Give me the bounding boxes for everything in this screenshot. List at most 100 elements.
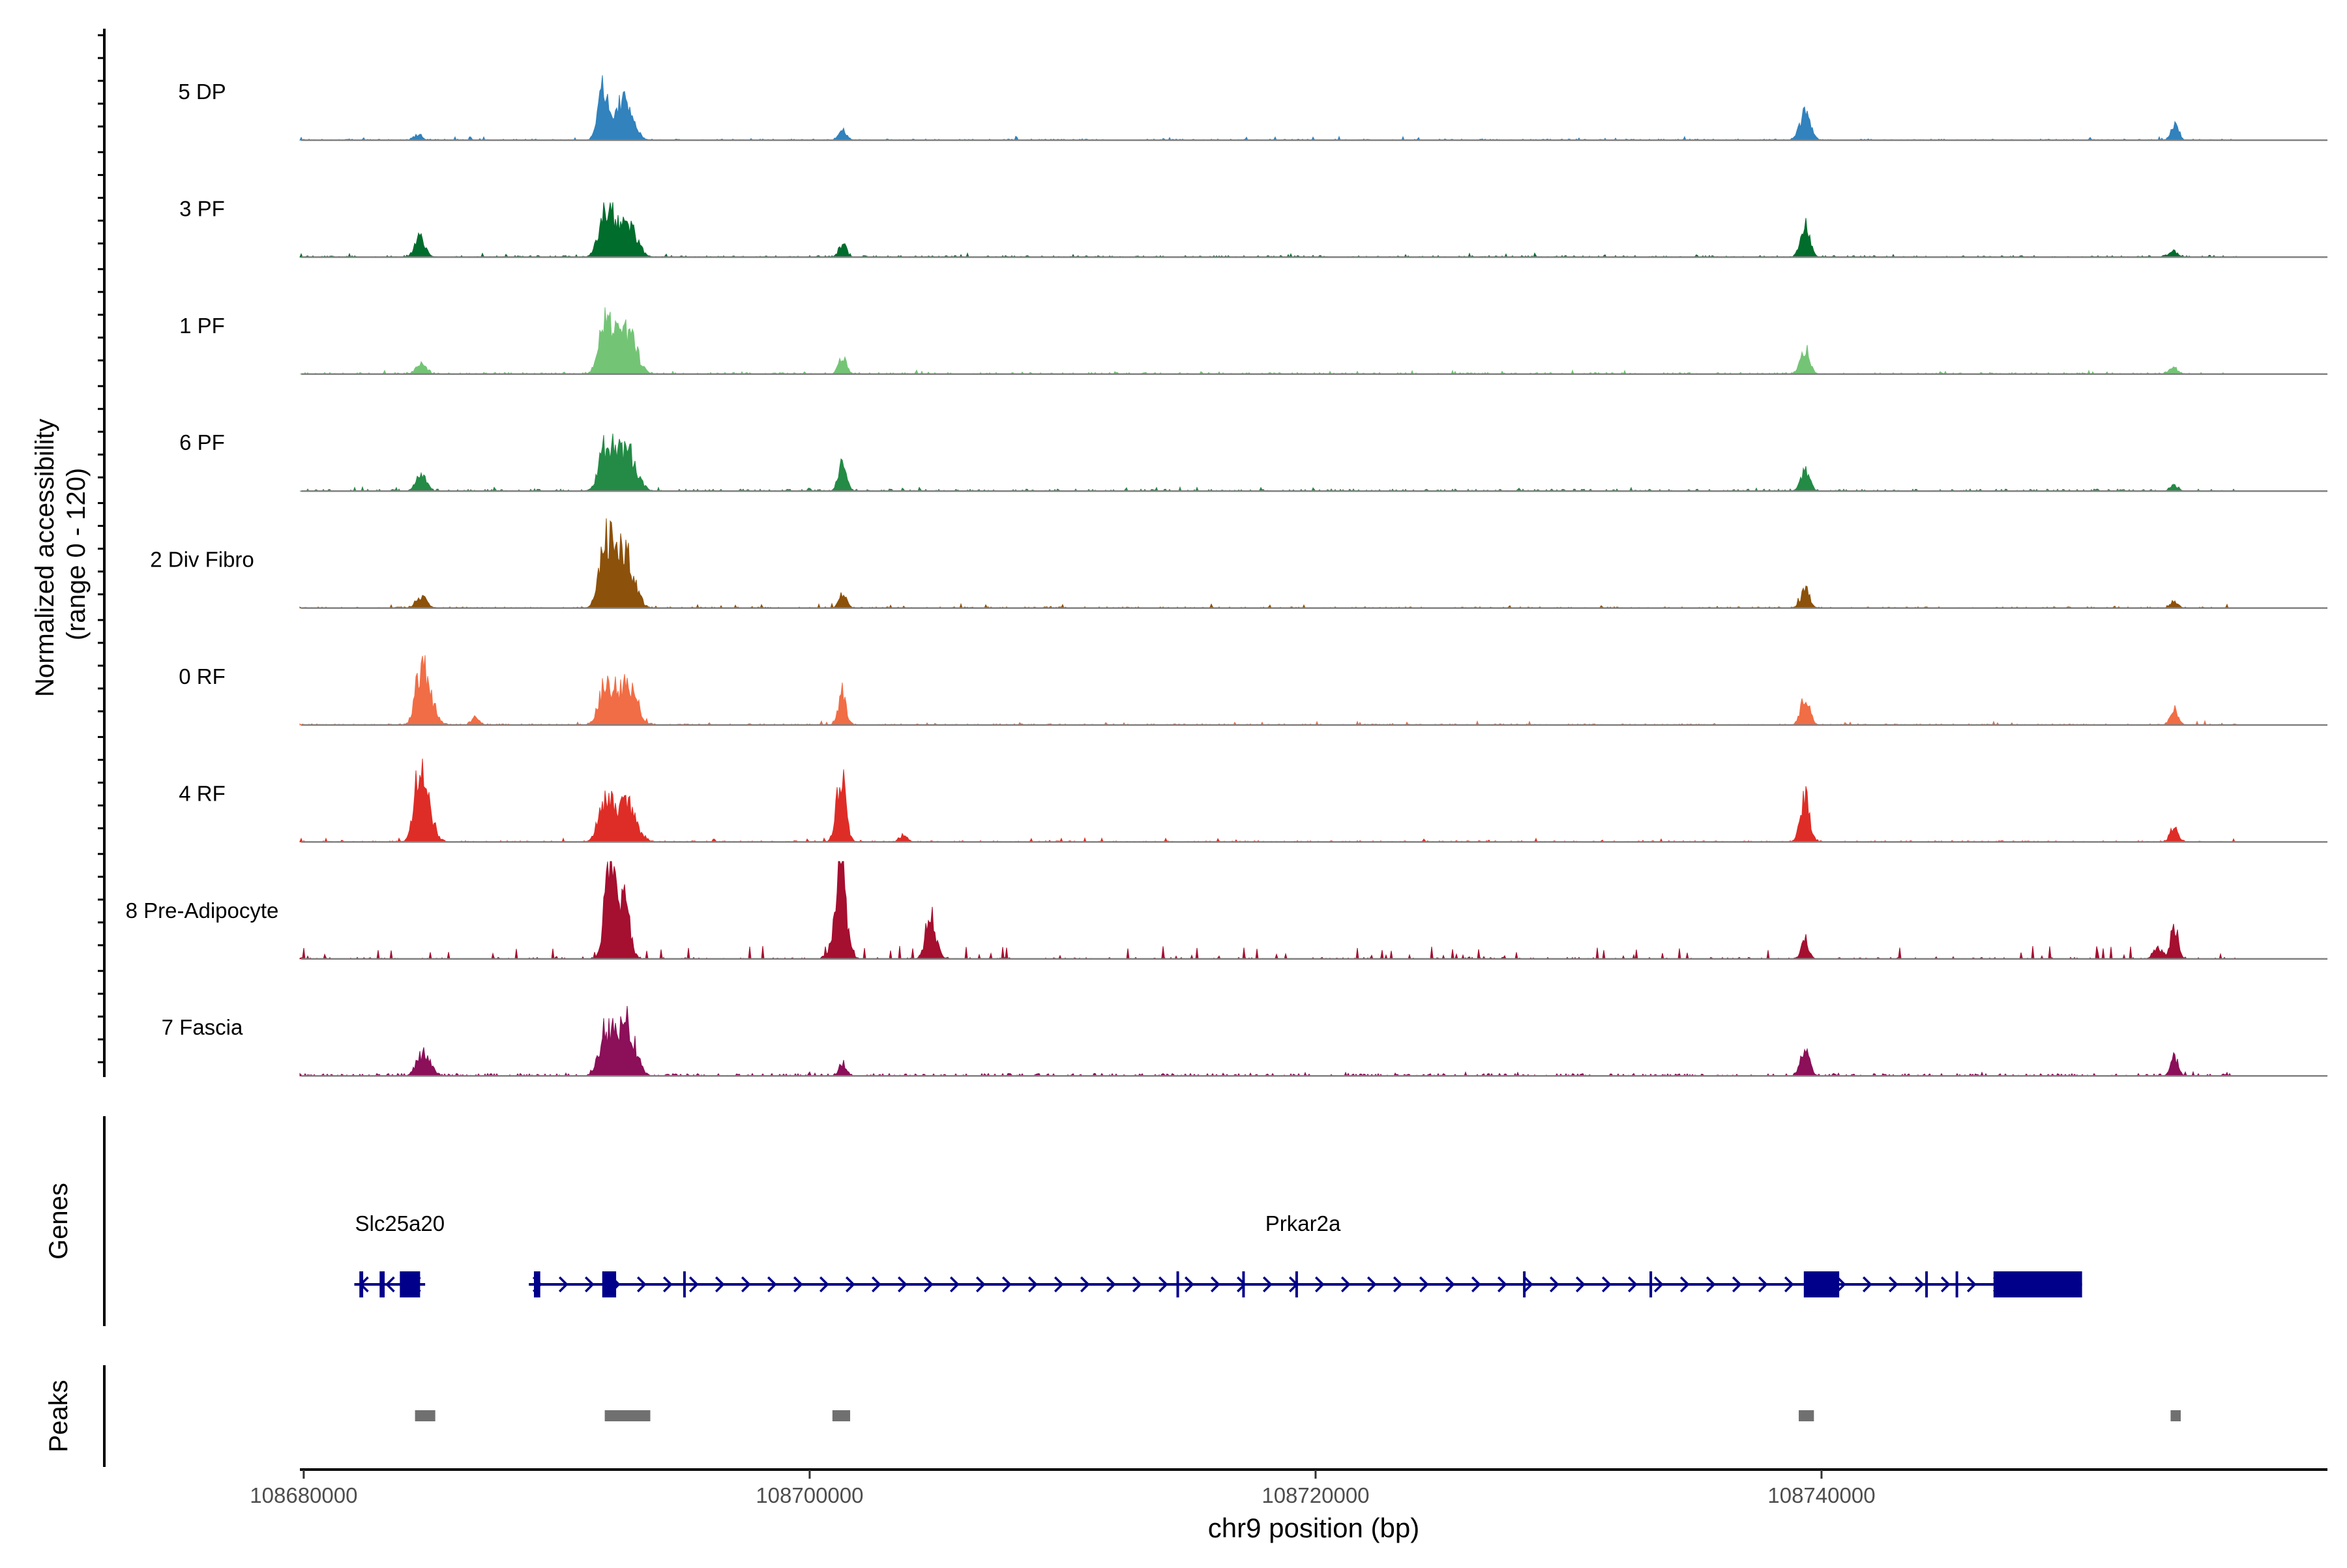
gene-exon (1993, 1271, 2082, 1297)
track-label: 8 Pre-Adipocyte (126, 898, 279, 923)
strand-chevron (1497, 1276, 1507, 1293)
strand-chevron (1184, 1276, 1194, 1293)
coverage-y-ticks (98, 34, 104, 1063)
strand-chevron (845, 1276, 855, 1293)
gene-label: Prkar2a (1265, 1211, 1341, 1235)
strand-chevron (1262, 1276, 1273, 1293)
gene-exon (533, 1271, 540, 1297)
strand-chevron (767, 1276, 777, 1293)
strand-chevron (819, 1276, 829, 1293)
strand-chevron (1027, 1276, 1038, 1293)
x-axis-ticks: 108680000 108700000 108720000 108740000 (250, 1470, 1876, 1507)
strand-chevron (1340, 1276, 1351, 1293)
gene-exon (379, 1271, 385, 1297)
strand-chevron (1054, 1276, 1064, 1293)
gene-exon (1295, 1271, 1298, 1297)
track-label: 4 RF (179, 781, 226, 805)
gene-exon (400, 1271, 421, 1297)
genes-panel-label: Genes (44, 1183, 73, 1260)
strand-chevron (1914, 1276, 1925, 1293)
strand-chevron (1080, 1276, 1090, 1293)
peak-region (415, 1410, 435, 1421)
track-8-pre-adipocyte: 8 Pre-Adipocyte (126, 861, 2327, 960)
strand-chevron (793, 1276, 803, 1293)
strand-chevron (688, 1276, 699, 1293)
strand-chevron (1627, 1276, 1638, 1293)
strand-chevron (558, 1276, 568, 1293)
gene-slc25a20: Slc25a20 (354, 1211, 445, 1297)
gene-exon (683, 1271, 686, 1297)
gene-exon (359, 1271, 364, 1297)
strand-chevron (1549, 1276, 1559, 1293)
strand-chevron (385, 1276, 395, 1293)
x-axis-title: chr9 position (bp) (1208, 1513, 1420, 1543)
gene-prkar2a: Prkar2a (529, 1211, 2082, 1297)
strand-chevron (1862, 1276, 1872, 1293)
strand-chevron (1314, 1276, 1325, 1293)
strand-chevron (1366, 1276, 1377, 1293)
strand-chevron (1966, 1276, 1977, 1293)
gene-exon (602, 1271, 617, 1297)
strand-chevron (1445, 1276, 1455, 1293)
peak-region (604, 1410, 651, 1421)
gene-exon (1242, 1271, 1245, 1297)
strand-chevron (949, 1276, 960, 1293)
x-tick-label: 108740000 (1767, 1483, 1875, 1507)
gene-exon (1649, 1271, 1653, 1297)
strand-chevron (1784, 1276, 1794, 1293)
track-1-pf: 1 PF (179, 307, 2327, 376)
strand-chevron (1471, 1276, 1481, 1293)
gene-exon (1925, 1271, 1928, 1297)
peak-regions (415, 1410, 2181, 1421)
strand-chevron (1679, 1276, 1690, 1293)
track-7-fascia: 7 Fascia (162, 1005, 2327, 1077)
strand-chevron (975, 1276, 986, 1293)
gene-exon (1523, 1271, 1526, 1297)
x-tick-label: 108720000 (1262, 1483, 1369, 1507)
strand-chevron (1653, 1276, 1664, 1293)
strand-chevron (871, 1276, 881, 1293)
strand-chevron (1601, 1276, 1612, 1293)
track-3-pf: 3 PF (179, 196, 2327, 258)
strand-chevron (636, 1276, 647, 1293)
track-label: 7 Fascia (162, 1015, 243, 1039)
strand-chevron (1393, 1276, 1403, 1293)
peak-region (1799, 1410, 1814, 1421)
strand-chevron (1210, 1276, 1220, 1293)
strand-chevron (1758, 1276, 1768, 1293)
y-axis-label-line1: Normalized accessibility (31, 419, 59, 697)
track-label: 3 PF (179, 196, 225, 220)
track-2-div-fibro: 2 Div Fibro (150, 518, 2327, 609)
strand-chevron (1888, 1276, 1898, 1293)
track-4-rf: 4 RF (179, 758, 2327, 843)
strand-chevron (897, 1276, 908, 1293)
strand-chevron (1523, 1276, 1533, 1293)
strand-chevron (662, 1276, 673, 1293)
strand-chevron (923, 1276, 934, 1293)
track-label: 1 PF (179, 314, 225, 338)
peaks-panel-label: Peaks (44, 1380, 73, 1452)
strand-chevron (1106, 1276, 1116, 1293)
strand-chevron (1001, 1276, 1012, 1293)
coverage-tracks: 5 DP 3 PF 1 PF 6 PF 2 Div Fibro 0 RF 4 RF 8 Pre… (126, 75, 2327, 1077)
strand-chevron (584, 1276, 595, 1293)
strand-chevron (741, 1276, 751, 1293)
strand-chevron (1419, 1276, 1429, 1293)
peak-region (2170, 1410, 2181, 1421)
track-label: 2 Div Fibro (150, 548, 254, 572)
strand-chevron (1732, 1276, 1742, 1293)
strand-chevron (1836, 1276, 1846, 1293)
strand-chevron (1575, 1276, 1586, 1293)
track-0-rf: 0 RF (179, 655, 2327, 726)
peak-region (832, 1410, 850, 1421)
strand-chevron (1158, 1276, 1168, 1293)
strand-chevron (1132, 1276, 1142, 1293)
track-6-pf: 6 PF (179, 430, 2327, 492)
strand-chevron (1705, 1276, 1716, 1293)
gene-exon (1803, 1271, 1840, 1297)
track-5-dp: 5 DP (178, 75, 2327, 141)
y-axis-label-line2: (range 0 - 120) (62, 468, 91, 641)
